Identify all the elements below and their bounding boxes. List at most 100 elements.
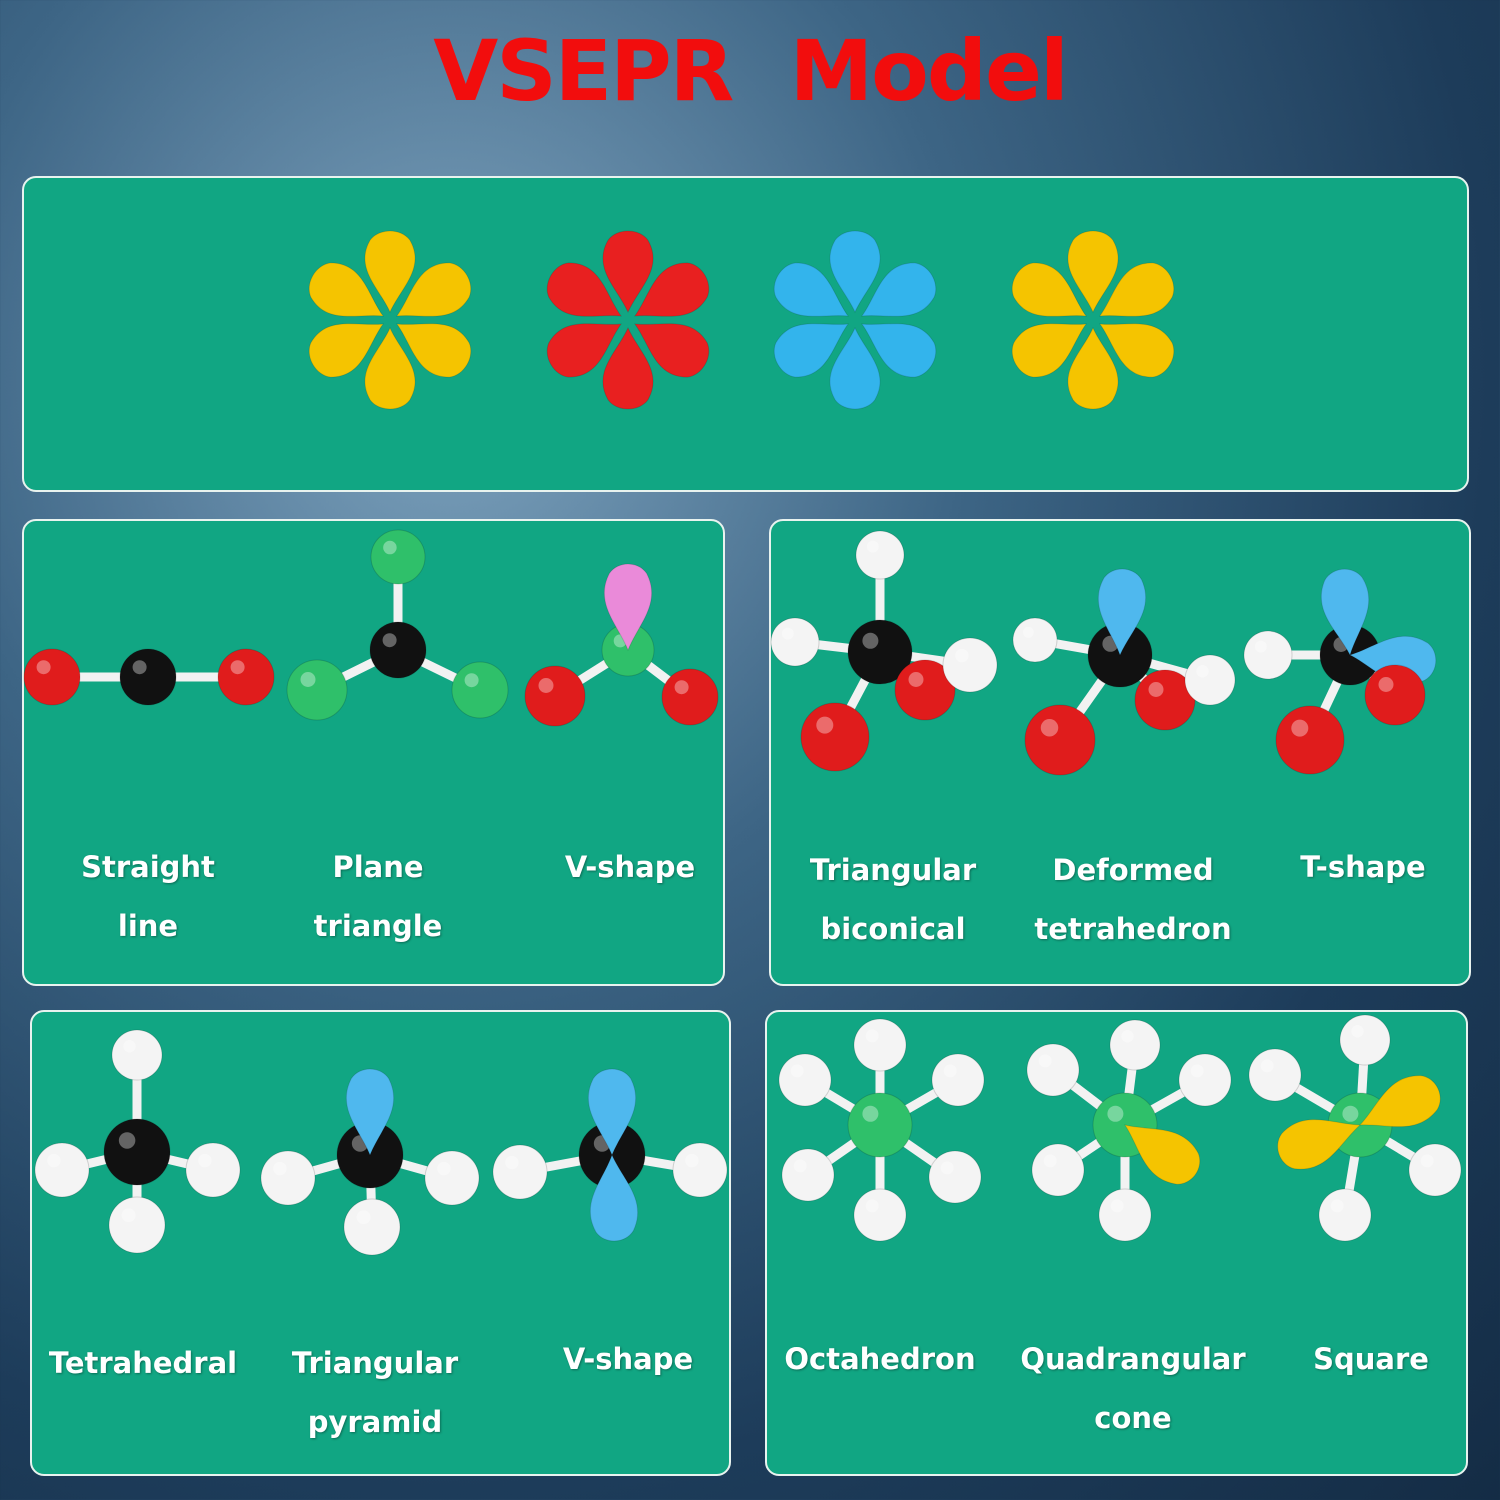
atom-ball (928, 1150, 982, 1204)
atom-highlight (1148, 682, 1164, 697)
atom-ball (661, 668, 719, 726)
lone-pair-lobe (395, 262, 472, 317)
atom-ball (1248, 1048, 1302, 1102)
atom-highlight (505, 1155, 519, 1170)
atom-ball (853, 1018, 907, 1072)
atom-ball (1026, 1043, 1080, 1097)
atom-ball (103, 1118, 171, 1186)
lone-pair-lobe (829, 230, 881, 314)
atom-highlight (1330, 1199, 1344, 1213)
atom-ball (847, 1092, 913, 1158)
atom-highlight (132, 660, 147, 675)
label-line: pyramid (307, 1405, 443, 1439)
lone-pair-lobe (1358, 1075, 1441, 1128)
lone-pair-lobe (1011, 262, 1088, 317)
lone-pair-lobe (589, 1153, 639, 1242)
molecule-label: Tetrahedral (0, 1334, 293, 1393)
atom-highlight (1022, 626, 1034, 638)
atom-ball (1318, 1188, 1372, 1242)
atom-ball (800, 702, 870, 772)
molecule-label: Quadrangular cone (983, 1330, 1283, 1448)
atom-highlight (790, 1064, 804, 1078)
atom-ball (34, 1142, 90, 1198)
atom-ball (1275, 705, 1345, 775)
lone-pair-lobe (587, 1068, 637, 1157)
atom-highlight (118, 1132, 136, 1149)
atom-ball (492, 1144, 548, 1200)
lone-pair-lobe (1123, 1124, 1201, 1185)
atom-highlight (862, 1105, 879, 1122)
lone-pair-lobe (1098, 262, 1175, 317)
lone-pair-lobe (602, 326, 654, 410)
atom-highlight (123, 1040, 136, 1053)
lone-pair-lobe (1067, 326, 1119, 410)
atom-highlight (1420, 1154, 1434, 1168)
atom-ball (524, 665, 586, 727)
atom-ball (185, 1142, 241, 1198)
atom-ball (770, 617, 820, 667)
lone-pair-lobe (1097, 568, 1147, 657)
page-title: VSEPR Model (433, 22, 1069, 120)
lone-pair-lobe (345, 1068, 395, 1157)
atom-ball (111, 1029, 163, 1081)
lone-pair-lobe (546, 262, 623, 317)
atom-highlight (300, 672, 316, 687)
molecule-label: Triangular pyramid (225, 1334, 525, 1452)
atom-highlight (1378, 677, 1394, 692)
molecule-label: T-shape (1213, 838, 1500, 897)
lone-pair-lobe (860, 262, 937, 317)
molecule-label: V-shape (478, 1330, 778, 1389)
lone-pair-lobe (1320, 568, 1370, 657)
atom-ball (217, 648, 275, 706)
label-line: Quadrangular (1020, 1342, 1246, 1376)
molecule-label: Triangular biconical (743, 841, 1043, 959)
lone-pair-lobe (773, 262, 850, 317)
atom-highlight (1110, 1199, 1124, 1213)
atom-ball (894, 659, 956, 721)
label-line: line (117, 909, 179, 943)
atom-ball (778, 1053, 832, 1107)
atom-ball (1178, 1053, 1232, 1107)
atom-ball (370, 529, 426, 585)
atom-highlight (866, 540, 879, 553)
atom-ball (1012, 617, 1058, 663)
molecule-label: Straight line (0, 838, 298, 956)
lone-pair-lobe (1067, 230, 1119, 314)
atom-ball (1024, 704, 1096, 776)
label-line: Triangular (291, 1346, 459, 1380)
molecule-label: Plane triangle (228, 838, 528, 956)
molecule-label: Square (1221, 1330, 1500, 1389)
molecule-label: Octahedron (730, 1330, 1030, 1389)
lone-pair-lobe (364, 230, 416, 314)
atom-ball (286, 659, 348, 721)
lone-pair-lobe (860, 323, 937, 378)
lone-pair-lobe (546, 323, 623, 378)
lone-pair-lobe (1277, 1119, 1362, 1170)
atom-highlight (1040, 719, 1059, 737)
atom-highlight (121, 1208, 136, 1223)
atom-highlight (955, 648, 969, 663)
atom-highlight (1043, 1154, 1057, 1168)
atom-ball (942, 637, 998, 693)
atom-highlight (793, 1159, 807, 1173)
atom-highlight (781, 627, 794, 640)
atom-ball (1109, 1019, 1161, 1071)
atom-highlight (464, 673, 479, 688)
atom-highlight (1190, 1064, 1204, 1078)
lone-pair-lobe (829, 326, 881, 410)
atom-highlight (198, 1153, 212, 1168)
atom-ball (1339, 1014, 1391, 1066)
label-line: Plane (332, 850, 424, 884)
lone-pair-lobe (1098, 323, 1175, 378)
molecule-label: V-shape (480, 838, 780, 897)
atom-highlight (908, 672, 924, 687)
atom-highlight (538, 678, 554, 693)
label-line: Triangular (809, 853, 977, 887)
label-line: T-shape (1300, 850, 1426, 884)
label-line: V-shape (562, 1342, 694, 1376)
label-line: triangle (313, 909, 443, 943)
lone-pair-lobe (308, 323, 385, 378)
atom-highlight (943, 1064, 957, 1078)
atom-highlight (382, 633, 397, 648)
